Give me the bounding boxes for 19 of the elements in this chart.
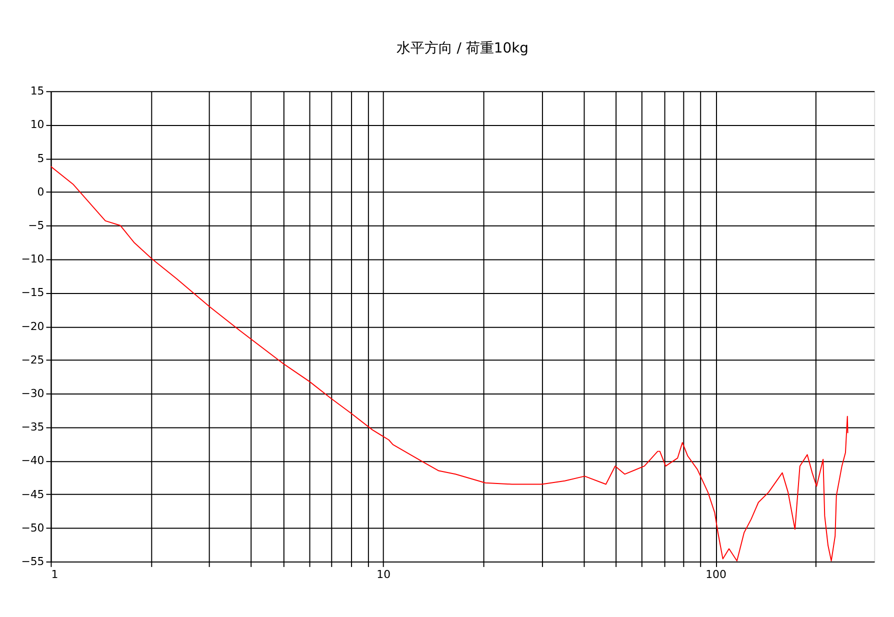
y-tick-label: −30 [21,387,44,400]
chart-title: 水平方向 / 荷重10kg [396,40,528,56]
y-tick-label: −55 [21,554,44,568]
y-tick-label: −10 [21,252,44,266]
x-tick-label: 1 [51,568,58,581]
y-tick-label: −5 [28,219,44,232]
y-tick-label: −15 [21,286,44,300]
x-tick-label: 10 [376,568,391,581]
y-tick-label: −25 [21,353,44,366]
y-tick-label: −35 [21,420,44,434]
y-tick-label: 15 [30,84,44,98]
y-tick-label: −40 [21,454,44,468]
y-tick-label: −20 [21,320,44,333]
y-tick-label: 0 [37,185,44,198]
y-tick-label: −50 [21,521,44,534]
y-tick-label: 10 [30,118,44,132]
y-tick-label: −45 [21,488,44,501]
y-tick-label: 5 [37,152,44,165]
x-tick-label: 100 [706,568,726,581]
